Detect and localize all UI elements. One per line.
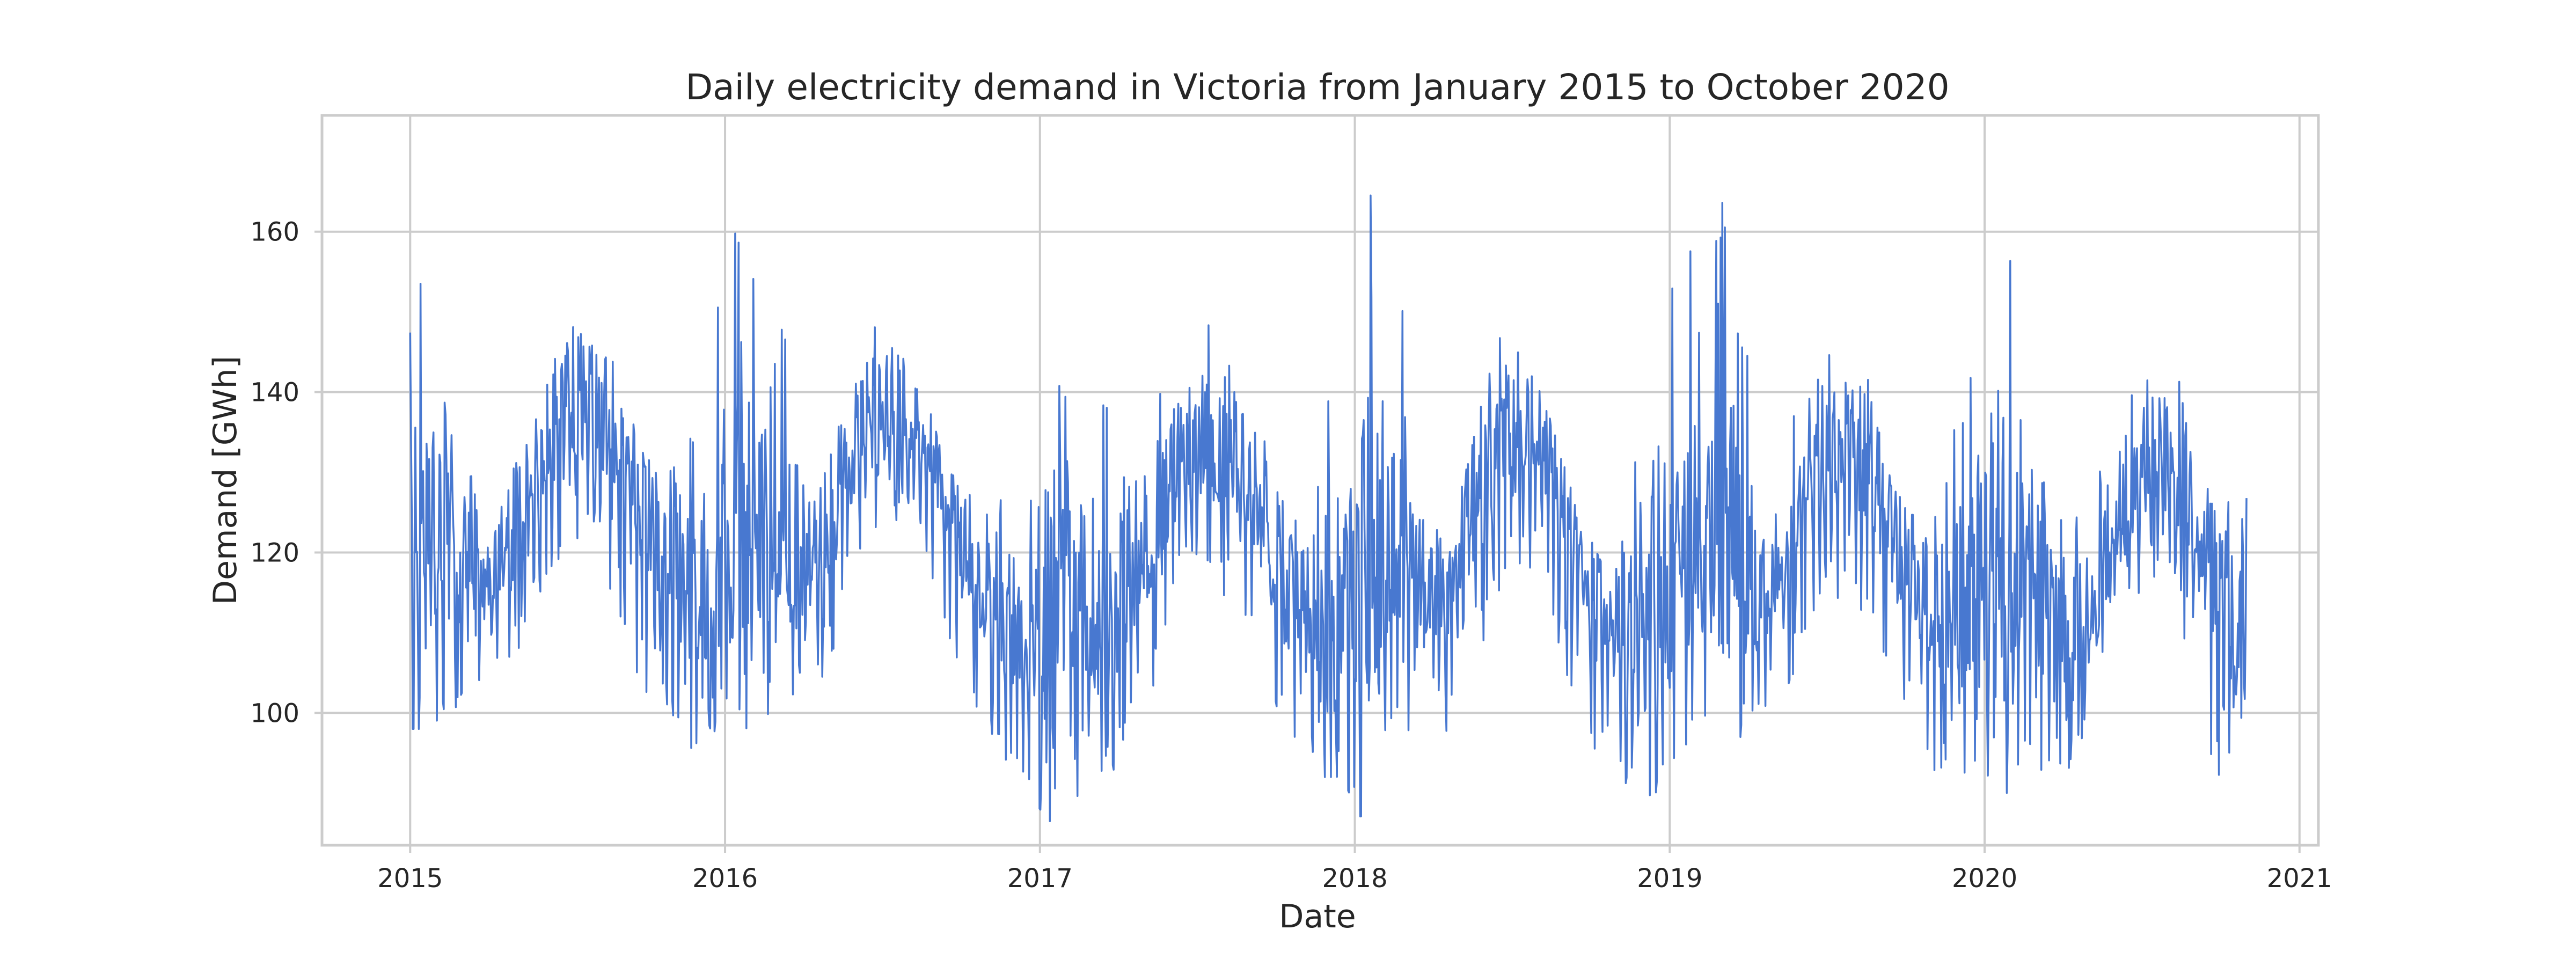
x-tick-label-2017: 2017 [1007,863,1073,894]
y-axis-ticks: 100 120 140 160 [250,217,322,728]
x-tick-label-2019: 2019 [1637,863,1702,894]
y-axis-label: Demand [GWh] [207,356,244,605]
x-axis-label: Date [1279,898,1356,935]
chart-title: Daily electricity demand in Victoria fro… [685,67,1949,108]
demand-series-line [409,194,2248,822]
y-tick-label-140: 140 [250,378,299,408]
x-tick-label-2016: 2016 [692,863,758,894]
x-axis-ticks: 2015 2016 2017 2018 2019 2020 2021 [377,845,2332,894]
y-tick-label-100: 100 [250,698,299,728]
plot-frame [320,114,2320,847]
y-tick-label-120: 120 [250,538,299,568]
x-tick-label-2015: 2015 [377,863,443,894]
x-tick-label-2018: 2018 [1322,863,1387,894]
y-tick-label-160: 160 [250,217,299,247]
x-tick-label-2020: 2020 [1952,863,2017,894]
x-tick-label-2021: 2021 [2267,863,2332,894]
